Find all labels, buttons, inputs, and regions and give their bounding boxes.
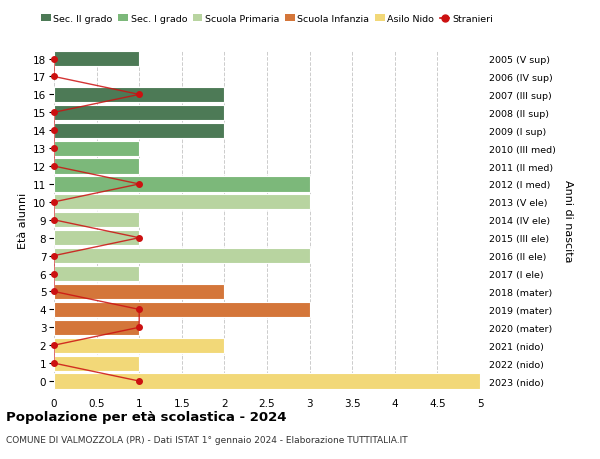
Bar xyxy=(54,266,139,281)
Bar xyxy=(54,230,139,246)
Point xyxy=(49,360,59,367)
Bar xyxy=(54,88,224,103)
Point xyxy=(49,199,59,206)
Point xyxy=(134,91,144,99)
Bar xyxy=(54,248,310,263)
Legend: Sec. II grado, Sec. I grado, Scuola Primaria, Scuola Infanzia, Asilo Nido, Stran: Sec. II grado, Sec. I grado, Scuola Prim… xyxy=(37,11,497,28)
Point xyxy=(49,252,59,260)
Point xyxy=(49,73,59,81)
Y-axis label: Anni di nascita: Anni di nascita xyxy=(563,179,572,262)
Bar xyxy=(54,52,139,67)
Point xyxy=(49,56,59,63)
Text: Popolazione per età scolastica - 2024: Popolazione per età scolastica - 2024 xyxy=(6,410,287,423)
Text: COMUNE DI VALMOZZOLA (PR) - Dati ISTAT 1° gennaio 2024 - Elaborazione TUTTITALIA: COMUNE DI VALMOZZOLA (PR) - Dati ISTAT 1… xyxy=(6,435,407,443)
Point xyxy=(134,306,144,313)
Bar xyxy=(54,106,224,121)
Point xyxy=(49,270,59,278)
Bar xyxy=(54,284,224,299)
Point xyxy=(49,163,59,170)
Point xyxy=(49,109,59,117)
Y-axis label: Età alunni: Età alunni xyxy=(17,192,28,248)
Point xyxy=(49,342,59,349)
Bar xyxy=(54,338,224,353)
Point xyxy=(134,324,144,331)
Point xyxy=(134,235,144,242)
Bar xyxy=(54,195,310,210)
Bar xyxy=(54,356,139,371)
Bar xyxy=(54,302,310,317)
Bar xyxy=(54,374,480,389)
Point xyxy=(49,145,59,152)
Bar xyxy=(54,177,310,192)
Point xyxy=(49,127,59,134)
Point xyxy=(134,181,144,188)
Bar xyxy=(54,123,224,139)
Point xyxy=(134,378,144,385)
Point xyxy=(49,288,59,296)
Bar xyxy=(54,320,139,335)
Bar xyxy=(54,213,139,228)
Bar xyxy=(54,159,139,174)
Point xyxy=(49,217,59,224)
Bar xyxy=(54,141,139,157)
